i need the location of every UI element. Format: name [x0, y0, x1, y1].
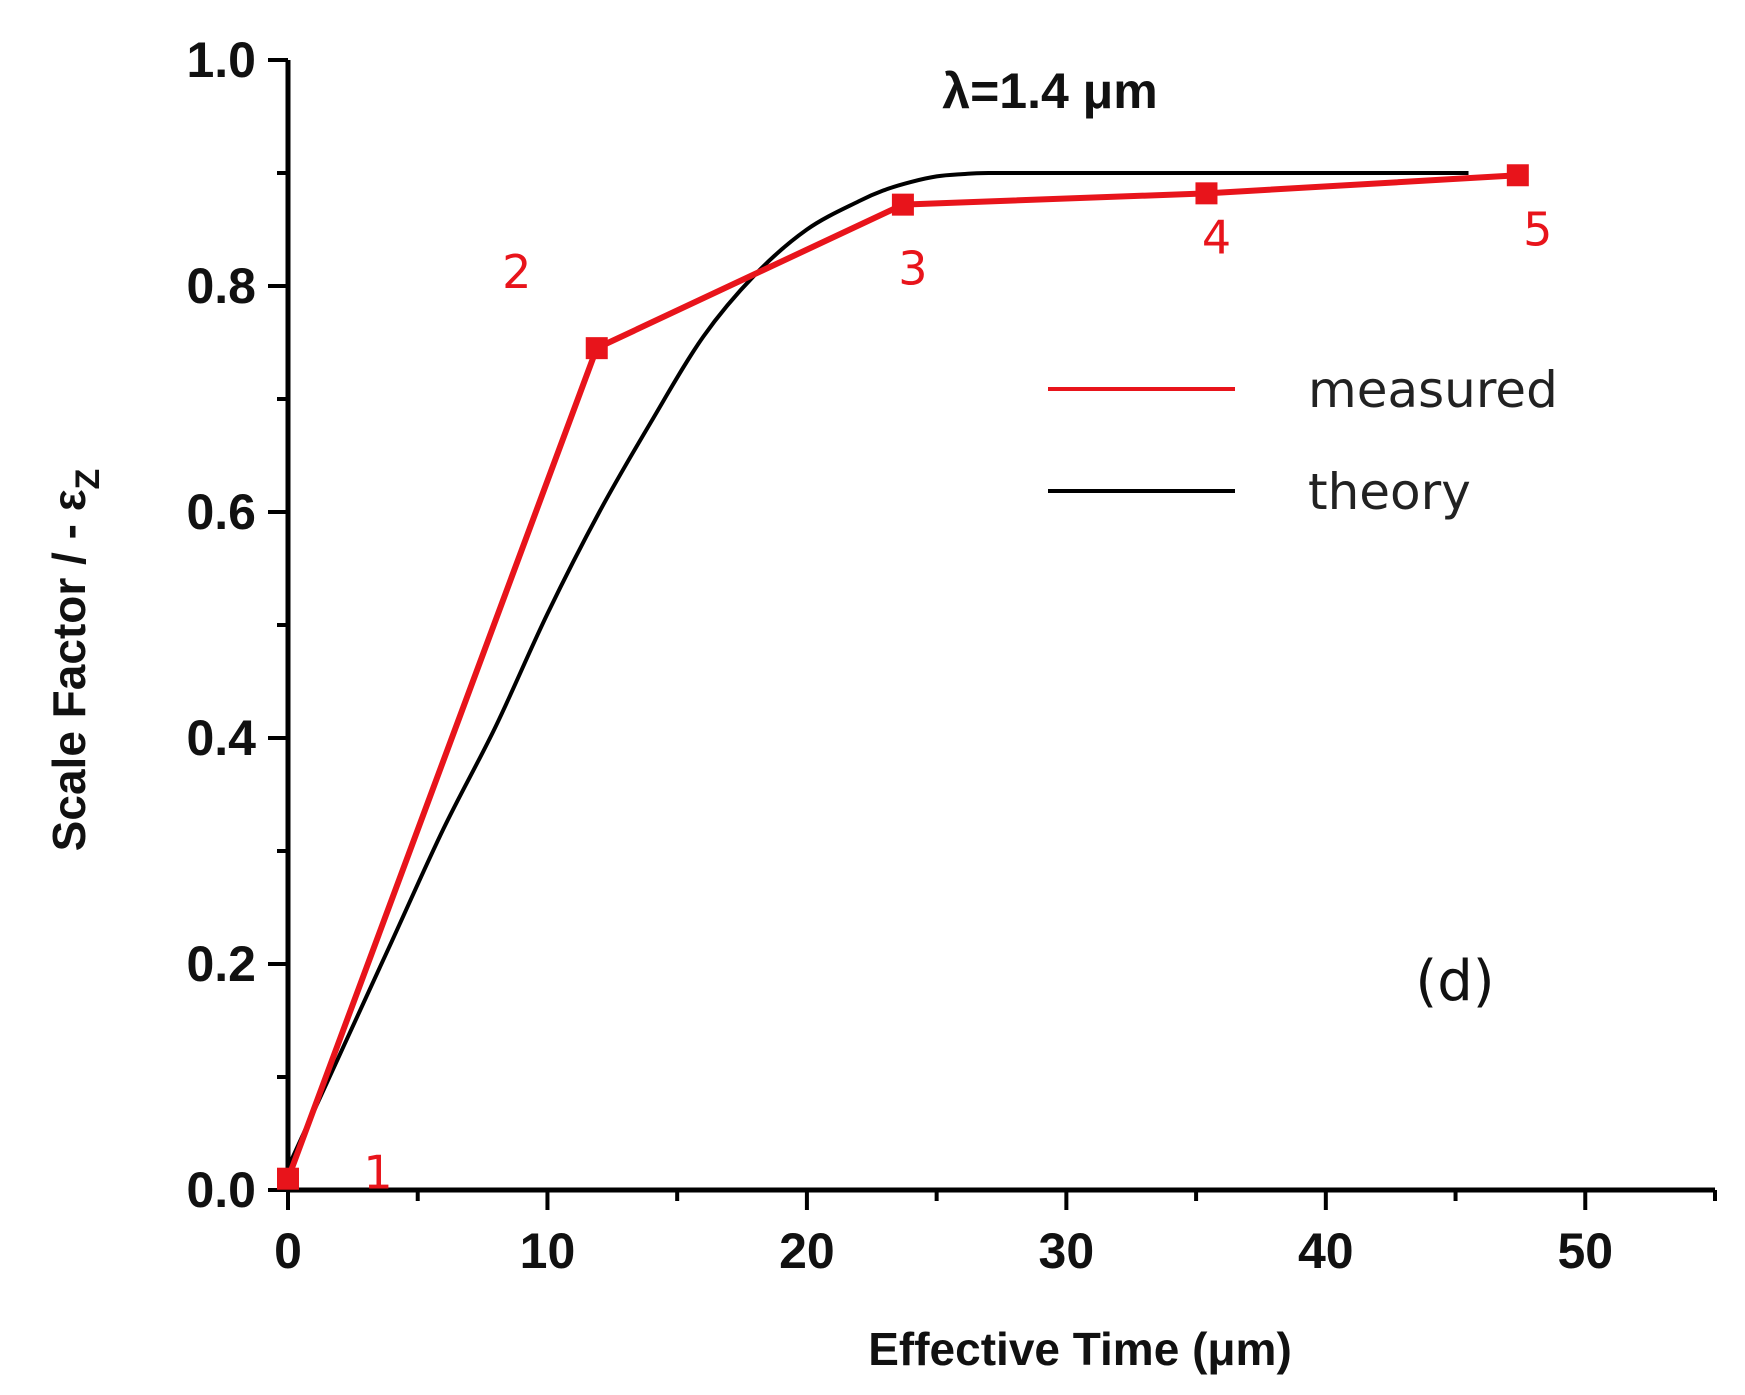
series-theory-line — [286, 170, 1469, 1169]
plot-area: 1 2 3 4 5 — [277, 164, 1552, 1200]
y-tick-label: 0.4 — [186, 710, 256, 766]
y-axis-title-subscript: Z — [69, 469, 107, 490]
y-axis-title: Scale Factor / - εZ — [43, 469, 107, 852]
x-tick-label: 40 — [1298, 1223, 1354, 1279]
x-tick-label: 50 — [1557, 1223, 1613, 1279]
y-axis-title-main: Scale Factor / - ε — [43, 489, 95, 851]
point-label: 3 — [898, 242, 927, 296]
x-tick-label: 0 — [274, 1223, 302, 1279]
series-measured-point — [1195, 182, 1218, 205]
y-tick-label: 0.6 — [186, 484, 256, 540]
series-measured-point — [891, 193, 914, 216]
series-measured-point — [277, 1167, 299, 1190]
series-measured-point — [1506, 164, 1529, 187]
legend: measured theory — [1048, 361, 1558, 521]
panel-label: (d) — [1415, 949, 1494, 1014]
y-tick-label: 0.0 — [186, 1162, 256, 1218]
axes: 0 10 20 30 40 50 0.0 0.2 0.4 0.6 0.8 1.0 — [186, 32, 1717, 1279]
legend-label-theory: theory — [1308, 463, 1471, 521]
x-tick-label: 20 — [779, 1223, 835, 1279]
point-label: 2 — [502, 245, 531, 299]
series-measured-point — [585, 337, 608, 360]
x-tick-label: 30 — [1039, 1223, 1095, 1279]
x-axis-title: Effective Time (μm) — [868, 1323, 1292, 1375]
point-label: 4 — [1202, 210, 1231, 264]
chart-title: λ=1.4 μm — [942, 63, 1157, 119]
legend-label-measured: measured — [1308, 361, 1558, 419]
point-label: 5 — [1523, 202, 1552, 256]
point-label: 1 — [363, 1146, 392, 1200]
x-tick-label: 10 — [520, 1223, 576, 1279]
y-tick-label: 0.8 — [186, 258, 256, 314]
y-tick-label: 0.2 — [186, 936, 256, 992]
series-measured-line — [285, 172, 1518, 1180]
y-tick-label: 1.0 — [186, 32, 256, 88]
